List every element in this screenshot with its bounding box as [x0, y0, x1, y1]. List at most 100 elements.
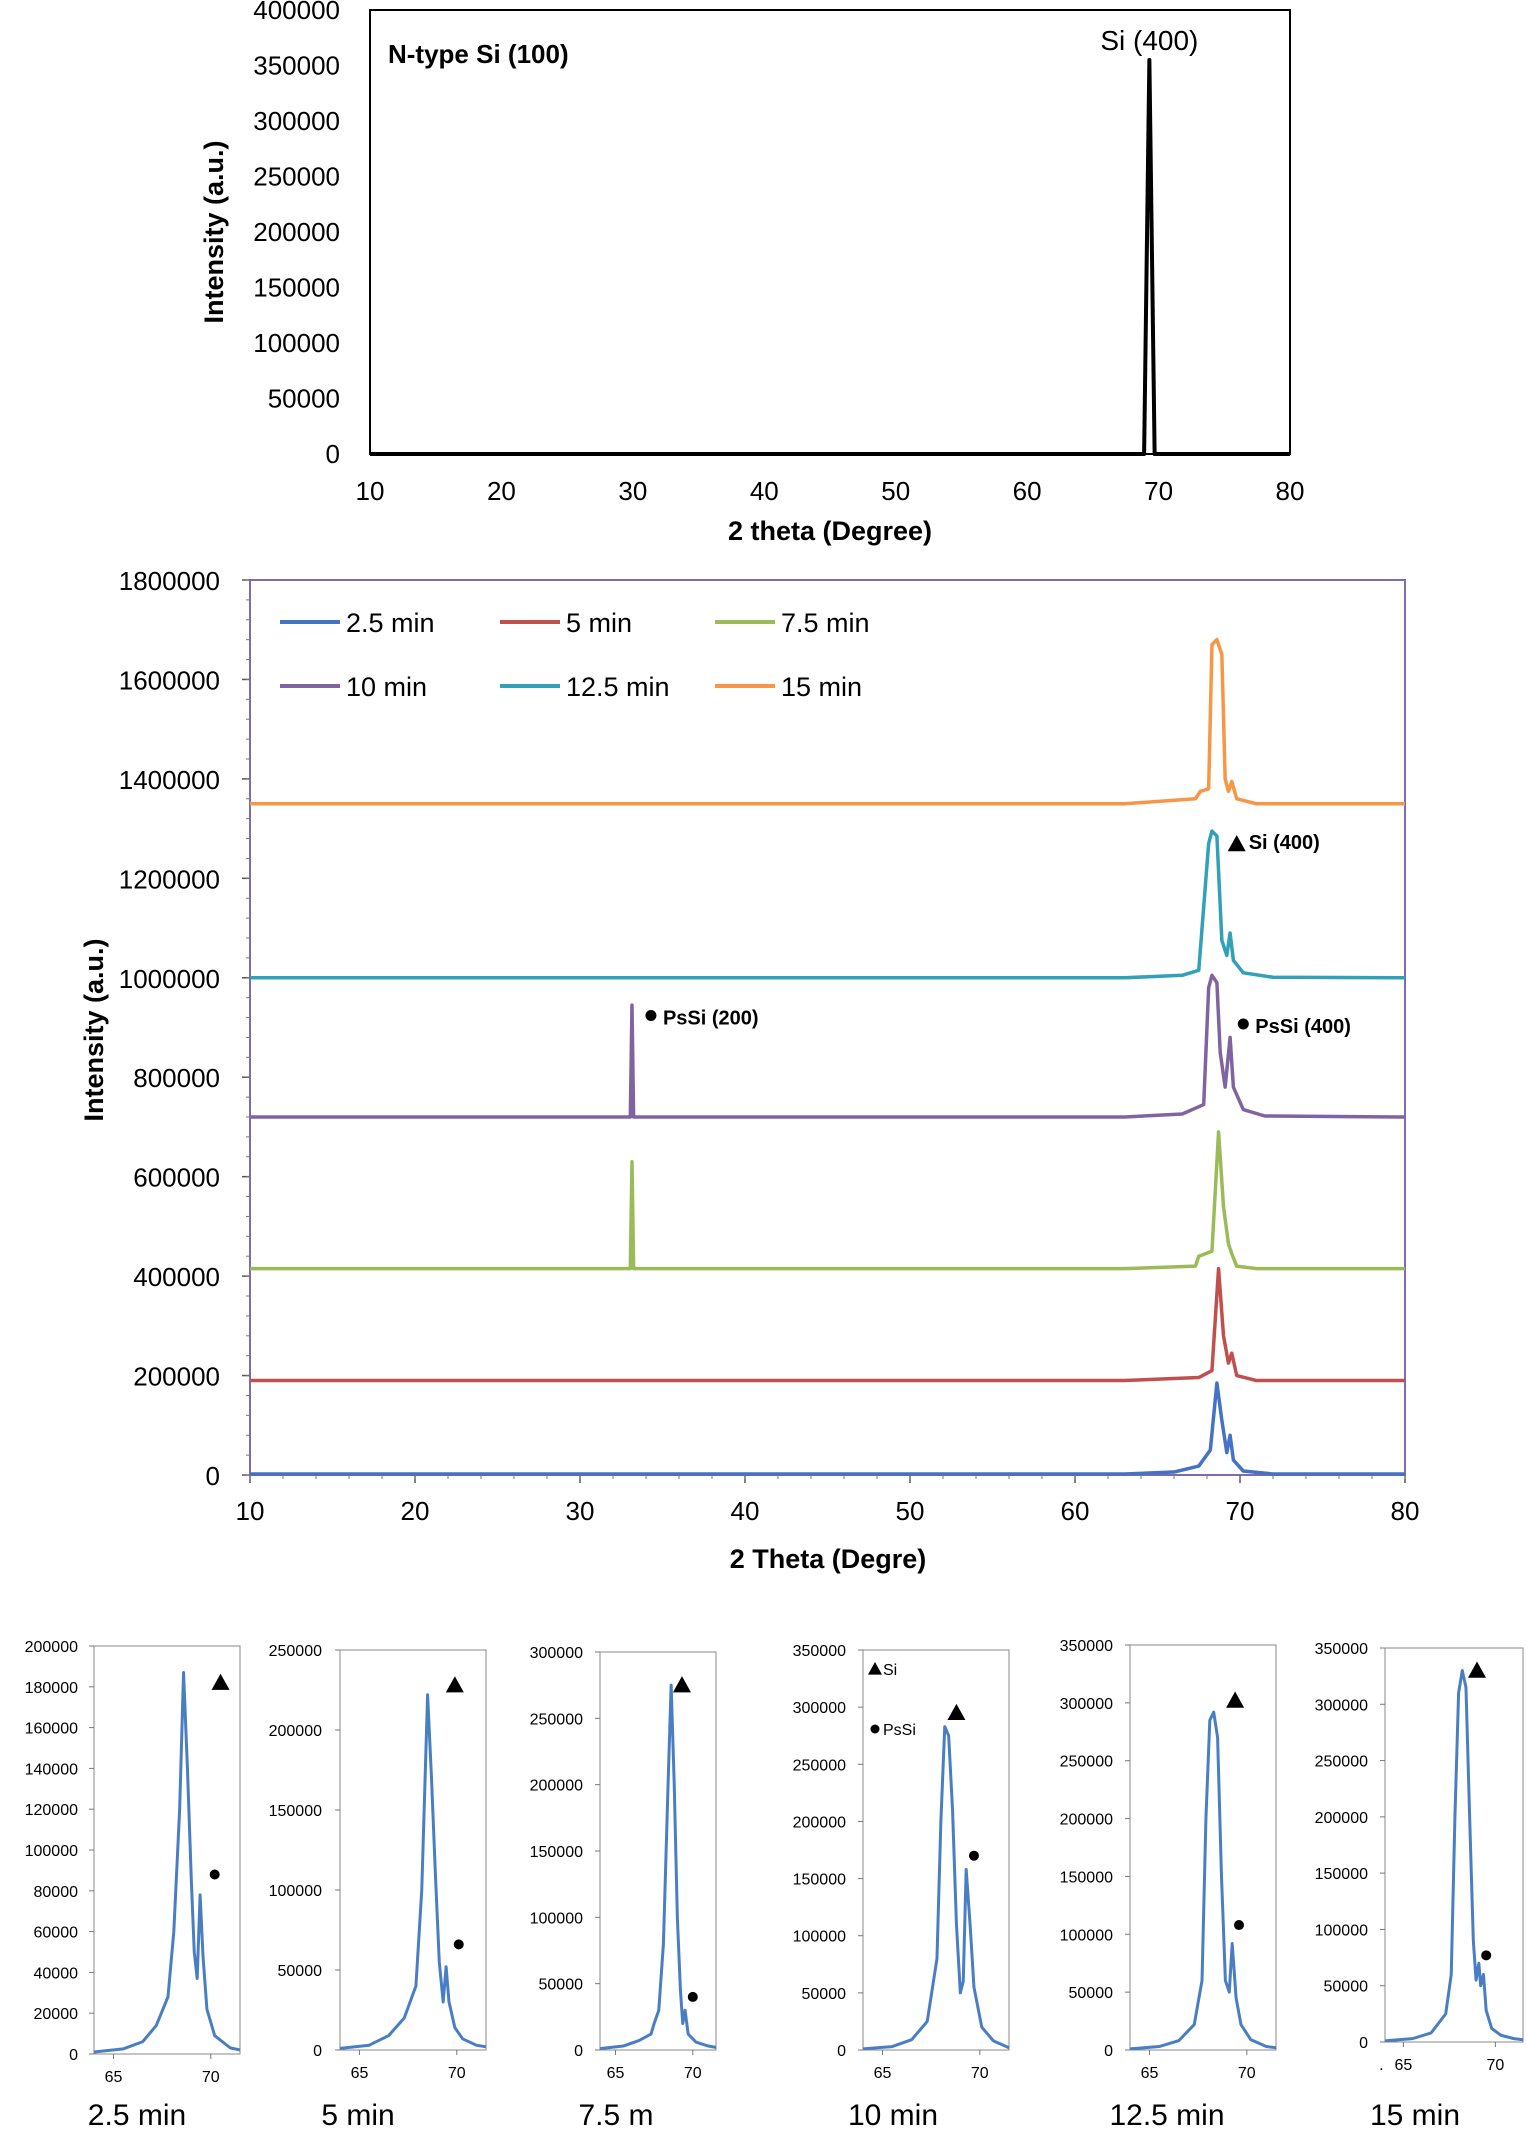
inset-y-tick-label: 100000	[793, 1929, 846, 1946]
middle-y-ticks: 0 200000 400000 600000 800000 1000000 1200000 1…	[119, 566, 250, 1491]
top-annotation-label: Si (400)	[1100, 25, 1198, 56]
inset-series-line	[599, 1683, 717, 2051]
inset-triangle-marker	[445, 1676, 464, 1693]
inset-x-tick-label: 70	[684, 2065, 702, 2082]
inset-legend-label: PsSi	[883, 1722, 916, 1739]
inset-y-tick-label: 0	[574, 2043, 583, 2060]
inset-y-tick-label: 250000	[269, 1643, 322, 1660]
inset-5-frame	[1129, 1644, 1277, 2051]
inset-y-tick-label: 50000	[539, 1977, 584, 1994]
inset-y-tick-label: 50000	[802, 1986, 847, 2003]
inset-y-tick-label: 160000	[25, 1721, 78, 1738]
top-x-tick-label: 60	[1013, 476, 1042, 506]
inset-y-tick-label: 0	[313, 2043, 322, 2060]
inset-y-tick-label: 300000	[793, 1700, 846, 1717]
middle-y-tick-label: 1400000	[119, 765, 220, 795]
top-annotations: Si (400)	[1100, 25, 1198, 56]
inset-y-tick-label: 350000	[1315, 1641, 1368, 1658]
inset-y-tick-label: 200000	[1060, 1812, 1113, 1829]
middle-x-tick-label: 70	[1226, 1496, 1255, 1526]
middle-x-tick-label: 10	[236, 1496, 265, 1526]
top-x-ticks: 10 20 30 40 50 60 70 80	[356, 476, 1305, 506]
middle-legend: 2.5 min 5 min 7.5 min 10 min 12.5 min 15 min	[280, 608, 870, 702]
inset-x-tick-label: 70	[971, 2065, 989, 2082]
inset-y-tick-label: 0	[1359, 2035, 1368, 2052]
inset-legend-triangle	[868, 1662, 882, 1675]
inset-triangle-marker	[1468, 1661, 1486, 1678]
inset-5-caption: 12.5 min	[1109, 2099, 1224, 2130]
inset-y-tick-label: 300000	[530, 1645, 583, 1662]
middle-x-tick-label: 50	[896, 1496, 925, 1526]
inset-y-tick-label: 150000	[1060, 1869, 1113, 1886]
middle-series-line-6	[250, 637, 1405, 806]
inset-dot-marker	[1234, 1920, 1245, 1931]
inset-y-tick-label: 20000	[34, 2006, 79, 2023]
inset-y-tick-label: 200000	[269, 1723, 322, 1740]
inset-y-tick-label: 350000	[1060, 1638, 1113, 1655]
middle-legend-label: 12.5 min	[566, 672, 670, 702]
inset-1-caption: 2.5 min	[88, 2099, 186, 2130]
inset-1-y-ticks: 0 20000 40000 60000 80000 100000 120000 140000 1…	[25, 1639, 94, 2064]
middle-legend-label: 15 min	[781, 672, 862, 702]
inset-y-tick-label: 0	[837, 2043, 846, 2060]
inset-4-series	[862, 1725, 1010, 2051]
inset-y-tick-label: 120000	[25, 1802, 78, 1819]
inset-2-y-ticks: 0 50000 100000 150000 200000 250000	[269, 1643, 340, 2060]
inset-4-x-ticks: 65 70	[874, 2050, 989, 2082]
top-y-tick-label: 350000	[253, 51, 340, 81]
inset-5-markers	[1226, 1691, 1245, 1931]
middle-plot-frame	[249, 579, 1406, 1476]
inset-6-x-ticks: 65 70.	[1379, 2042, 1504, 2074]
top-chart: 0 50000 100000 150000 200000 250000 300000 3500…	[199, 0, 1304, 546]
inset-3-y-ticks: 0 50000 100000 150000 200000 250000 300000	[530, 1645, 600, 2060]
inset-y-tick-label: 300000	[1315, 1697, 1368, 1714]
top-y-ticks: 0 50000 100000 150000 200000 250000 300000 3500…	[253, 0, 340, 469]
top-y-tick-label: 300000	[253, 106, 340, 136]
top-y-tick-label: 0	[326, 439, 340, 469]
inset-1-x-ticks: 65 70	[105, 2054, 220, 2086]
inset-6-caption: 15 min	[1370, 2099, 1460, 2130]
inset-6-markers	[1468, 1661, 1492, 1961]
middle-y-axis-label: Intensity (a.u.)	[79, 938, 109, 1121]
top-x-axis-label: 2 theta (Degree)	[728, 516, 932, 546]
middle-y-tick-label: 200000	[133, 1362, 220, 1392]
middle-x-tick-label: 30	[566, 1496, 595, 1526]
inset-y-tick-label: 250000	[530, 1711, 583, 1728]
middle-y-tick-label: 1600000	[119, 665, 220, 695]
inset-5-x-ticks: 65 70	[1141, 2050, 1256, 2082]
middle-legend-label: 7.5 min	[781, 608, 870, 638]
inset-y-tick-label: 140000	[25, 1761, 78, 1778]
inset-3-frame	[599, 1651, 717, 2051]
inset-dot-marker	[209, 1869, 220, 1880]
middle-y-tick-label: 400000	[133, 1262, 220, 1292]
inset-y-tick-label: 150000	[530, 1844, 583, 1861]
inset-y-tick-label: 50000	[278, 1963, 323, 1980]
middle-x-tick-label: 20	[401, 1496, 430, 1526]
inset-chart-7-5-min: 0 50000 100000 150000 200000 250000 300000 65 7…	[530, 1645, 717, 2130]
inset-chart-15-min: 0 50000 100000 150000 200000 250000 300000 3500…	[1315, 1641, 1524, 2130]
top-x-tick-label: 20	[487, 476, 516, 506]
inset-x-tick-prefix: .	[1379, 2057, 1383, 2074]
top-chart-title: N-type Si (100)	[388, 39, 569, 69]
inset-4-y-ticks: 0 50000 100000 150000 200000 250000 300000 3500…	[793, 1643, 863, 2060]
inset-4-frame	[862, 1649, 1010, 2051]
inset-y-tick-label: 150000	[1315, 1866, 1368, 1883]
inset-6-y-ticks: 0 50000 100000 150000 200000 250000 300000 3500…	[1315, 1641, 1385, 2052]
top-y-tick-label: 250000	[253, 162, 340, 192]
middle-y-tick-label: 800000	[133, 1063, 220, 1093]
inset-series-line	[93, 1671, 241, 2054]
middle-annotation-label: PsSi (200)	[663, 1008, 759, 1030]
inset-triangle-marker	[211, 1673, 230, 1690]
inset-x-tick-label: 65	[105, 2069, 123, 2086]
inset-6-series	[1384, 1669, 1524, 2043]
inset-chart-10-min: 0 50000 100000 150000 200000 250000 300000 3500…	[793, 1643, 1010, 2130]
inset-y-tick-label: 0	[69, 2047, 78, 2064]
inset-triangle-marker	[947, 1703, 966, 1721]
middle-x-ticks: 10 20 30 40 50 60 70 80	[236, 1475, 1419, 1526]
inset-y-tick-label: 150000	[793, 1872, 846, 1889]
inset-2-x-ticks: 65 70	[351, 2050, 466, 2082]
inset-y-tick-label: 50000	[1324, 1979, 1369, 1996]
middle-y-tick-label: 1800000	[119, 566, 220, 596]
inset-y-tick-label: 200000	[530, 1778, 583, 1795]
inset-dot-marker	[968, 1850, 979, 1861]
